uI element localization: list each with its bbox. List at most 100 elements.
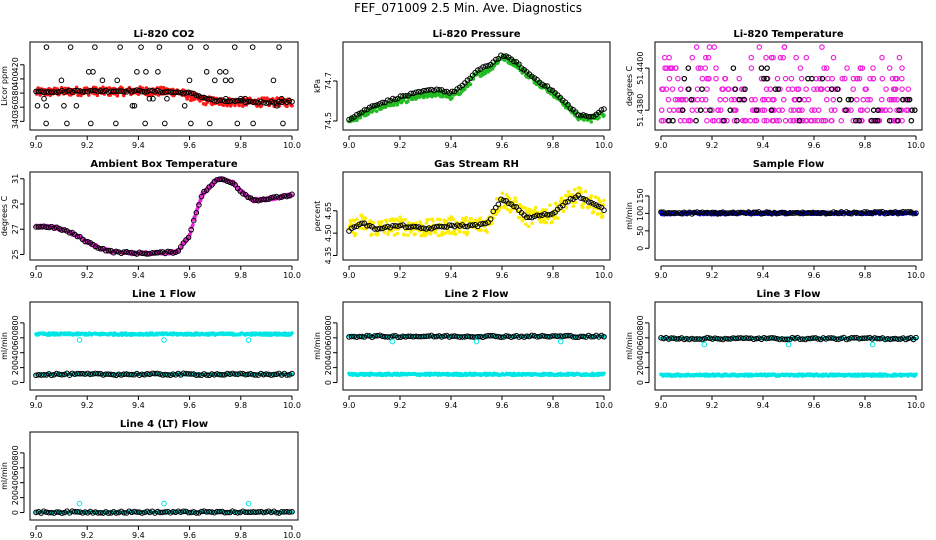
level-point bbox=[829, 75, 835, 82]
panel-title: Line 1 Flow bbox=[132, 289, 196, 300]
level-point bbox=[853, 96, 860, 103]
ring-2.5-min avg bbox=[90, 87, 96, 94]
x-tick-label: 9.0 bbox=[30, 141, 43, 150]
level-point bbox=[857, 107, 864, 113]
level-point bbox=[788, 75, 795, 82]
ring-2.5-min avg bbox=[103, 247, 109, 254]
level-point bbox=[748, 96, 755, 103]
level-point bbox=[666, 117, 672, 124]
ring-2.5-min avg bbox=[495, 333, 502, 340]
ring-2.5-min avg bbox=[289, 370, 295, 377]
point-1-min bbox=[290, 103, 294, 108]
ring-2.5-min avg bbox=[159, 372, 166, 378]
ring-outlier bbox=[92, 44, 98, 50]
point-1-min bbox=[368, 219, 373, 223]
ring-2.5-min avg bbox=[40, 223, 47, 230]
level-point bbox=[832, 86, 839, 92]
ring-2.5-min avg bbox=[157, 89, 163, 95]
level-point bbox=[899, 86, 905, 92]
level-point bbox=[758, 65, 765, 71]
level-point bbox=[680, 96, 687, 103]
x-tick-label: 9.6 bbox=[183, 141, 196, 150]
ring-outliers bbox=[389, 338, 396, 345]
level-point bbox=[906, 96, 913, 103]
plot-frame bbox=[342, 301, 611, 391]
panel-5: Gas Stream RH9.0 9.2 9.4 9.6 9.8 10.04.354.50… bbox=[313, 159, 613, 280]
x-tick-label: 9.6 bbox=[496, 141, 509, 150]
ring-2.5-min avg bbox=[508, 334, 515, 340]
ring-2.5-min avg bbox=[562, 333, 569, 339]
point-1-min bbox=[191, 223, 195, 227]
point-1-min bbox=[101, 85, 105, 89]
ring-2.5-min avg bbox=[763, 209, 770, 215]
ring-outlier bbox=[203, 69, 210, 75]
ring-2.5-min avg bbox=[48, 372, 55, 379]
y-tick-label: 0 bbox=[11, 380, 20, 385]
point-flow-high bbox=[290, 331, 294, 335]
ring-outlier bbox=[274, 102, 280, 109]
point-1-min bbox=[395, 231, 400, 236]
level-point bbox=[687, 117, 694, 124]
ring-2.5-min avg bbox=[799, 209, 806, 216]
ring-2.5-min avg bbox=[441, 333, 448, 339]
ring-2.5-min avg bbox=[240, 190, 246, 197]
level-point bbox=[867, 96, 873, 103]
ring-2.5-min avg bbox=[263, 371, 269, 377]
ring-2.5-min avg bbox=[802, 210, 809, 216]
ring-outlier bbox=[155, 69, 161, 75]
x-tick-label: 10.0 bbox=[283, 141, 301, 150]
x-tick-label: 9.4 bbox=[445, 401, 458, 410]
ring-2.5-min avg bbox=[144, 371, 150, 377]
ring-2.5-min avg bbox=[260, 99, 267, 106]
x-tick-label: 9.6 bbox=[496, 401, 509, 410]
ring-outlier bbox=[234, 120, 241, 127]
ring-2.5-min avg bbox=[469, 334, 476, 340]
ring-2.5-min avg bbox=[397, 93, 404, 99]
ring-2.5-min avg bbox=[97, 88, 104, 94]
level-point bbox=[887, 107, 893, 113]
ring-2.5-min avg bbox=[92, 87, 99, 94]
x-tick-label: 9.4 bbox=[132, 141, 145, 150]
ring-2.5-min avg bbox=[79, 89, 86, 95]
ring-2.5-min avg bbox=[725, 210, 731, 216]
ring-2.5-min avg bbox=[170, 250, 176, 256]
point-1-min bbox=[391, 218, 396, 223]
ring-2.5-min avg bbox=[353, 111, 360, 118]
point-1-min bbox=[579, 190, 584, 195]
ring-2.5-min avg bbox=[131, 88, 138, 94]
point-1-min bbox=[479, 228, 483, 232]
ring-2.5-min avg bbox=[74, 233, 81, 240]
ring-2.5-min avg bbox=[446, 334, 453, 340]
ring-2.5-min avg bbox=[136, 249, 143, 256]
ring-2.5-min avg bbox=[567, 196, 574, 202]
ring-2.5-min avg bbox=[361, 107, 368, 113]
ring-2.5-min avg bbox=[61, 227, 68, 233]
ring-2.5-min avg bbox=[245, 371, 251, 378]
ring-2.5-min avg bbox=[467, 222, 473, 229]
level-point bbox=[658, 107, 665, 113]
ring-2.5-min avg bbox=[77, 88, 83, 95]
point-1-min bbox=[237, 103, 242, 108]
ring-2.5-min avg bbox=[79, 370, 86, 377]
point-1-min bbox=[396, 219, 400, 223]
x-tick-label: 9.2 bbox=[706, 141, 719, 150]
ring-2.5-min avg bbox=[897, 209, 904, 216]
level-point bbox=[819, 44, 825, 50]
point-1-min bbox=[426, 217, 431, 222]
ring-2.5-min avg bbox=[544, 211, 551, 218]
level-point bbox=[900, 96, 906, 103]
ring-2.5-min avg bbox=[601, 333, 607, 340]
ring-2.5-min avg bbox=[397, 222, 404, 229]
point-1-min bbox=[431, 219, 435, 223]
ring-2.5-min avg bbox=[211, 97, 218, 104]
point-1-min bbox=[564, 205, 569, 210]
ring-2.5-min avg bbox=[531, 213, 538, 220]
level-point bbox=[748, 65, 755, 71]
ring-2.5-min avg bbox=[95, 88, 101, 95]
level-point bbox=[859, 117, 865, 124]
ring-2.5-min avg bbox=[449, 333, 455, 340]
ring-2.5-min avg bbox=[833, 209, 839, 216]
level-point bbox=[767, 86, 773, 92]
ring-2.5-min avg bbox=[843, 209, 850, 215]
level-point bbox=[761, 96, 768, 103]
